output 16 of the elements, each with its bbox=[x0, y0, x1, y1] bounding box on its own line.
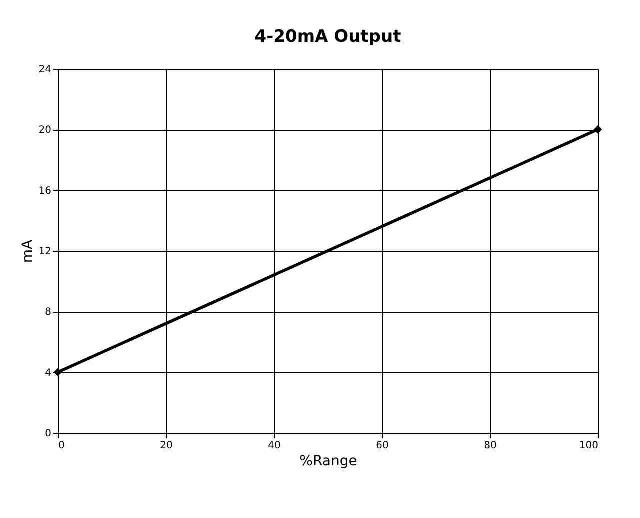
x-tick-label: 80 bbox=[484, 440, 497, 452]
x-axis-title: %Range bbox=[300, 454, 358, 470]
y-axis-title: mA bbox=[20, 239, 36, 264]
y-tick-label: 12 bbox=[38, 246, 52, 258]
x-tick-label: 100 bbox=[579, 440, 598, 452]
y-tick-label: 4 bbox=[45, 368, 52, 379]
chart-title: 4-20mA Output bbox=[254, 27, 402, 47]
x-tick-label: 60 bbox=[376, 440, 389, 452]
x-tick-label: 40 bbox=[268, 440, 281, 452]
y-tick-label: 20 bbox=[38, 125, 52, 136]
y-tick-label: 24 bbox=[38, 64, 52, 76]
x-tick-label: 0 bbox=[58, 440, 65, 452]
y-tick-label: 8 bbox=[45, 307, 52, 318]
y-tick-label: 0 bbox=[45, 428, 52, 440]
x-tick-label: 20 bbox=[160, 440, 173, 452]
y-tick-label: 16 bbox=[38, 186, 52, 197]
